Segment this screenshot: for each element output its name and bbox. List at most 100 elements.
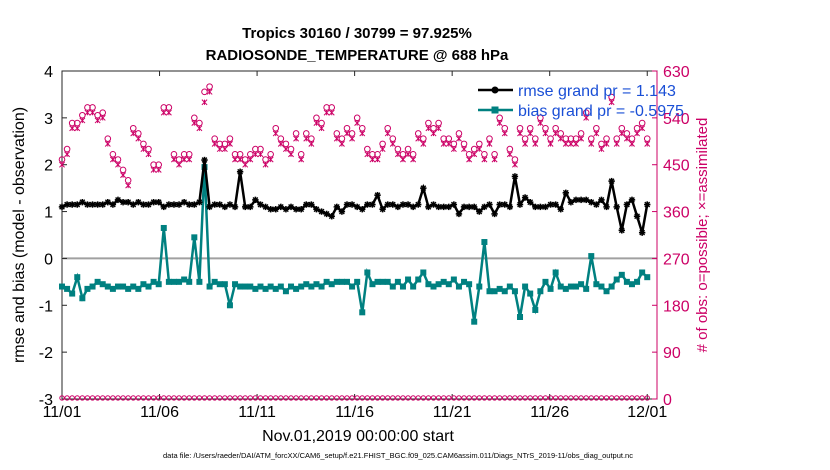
rmse-point-stroke xyxy=(186,201,193,208)
rmse-point-stroke xyxy=(160,203,167,210)
obs-possible-point xyxy=(201,88,208,96)
bias-point xyxy=(145,283,152,290)
rmse-point-stroke xyxy=(374,192,381,199)
obs-bottom-point xyxy=(385,395,391,401)
x-axis-label: Nov.01,2019 00:00:00 start xyxy=(262,428,454,445)
obs-bottom-point xyxy=(84,395,91,401)
rmse-point xyxy=(180,199,188,206)
rmse-point-stroke xyxy=(379,206,386,213)
obs-bottom-point xyxy=(318,395,325,401)
obs-bottom-point xyxy=(563,395,569,401)
bias-point xyxy=(613,276,620,283)
left-tick-label: 2 xyxy=(44,158,53,175)
rmse-point-stroke xyxy=(257,201,264,208)
rmse-point-stroke xyxy=(588,199,595,206)
rmse-point xyxy=(196,199,203,206)
rmse-point-stroke xyxy=(593,201,600,208)
bias-point xyxy=(237,283,244,290)
obs-bottom-point xyxy=(639,395,645,401)
rmse-point xyxy=(282,206,290,213)
obs-assimilated-point xyxy=(160,109,167,116)
rmse-point xyxy=(308,201,315,208)
bias-point xyxy=(374,278,381,285)
rmse-point-stroke xyxy=(415,201,422,208)
obs-assimilated-point xyxy=(277,140,284,147)
obs-assimilated-point xyxy=(267,156,274,163)
obs-bottom-point xyxy=(273,395,279,401)
bias-point xyxy=(94,278,101,285)
rmse-point-stroke xyxy=(603,203,610,210)
obs-bottom-point xyxy=(74,395,80,401)
bias-point xyxy=(430,283,437,290)
rmse-point-stroke xyxy=(440,203,447,210)
rmse-point-stroke xyxy=(501,201,508,208)
rmse-point xyxy=(175,201,183,208)
bias-point xyxy=(160,224,167,231)
obs-assimilated-point xyxy=(420,140,427,147)
rmse-point-stroke xyxy=(206,203,213,210)
rmse-point xyxy=(598,196,605,204)
obs-bottom-point xyxy=(395,395,401,401)
rmse-point xyxy=(638,229,646,236)
bias-point xyxy=(130,283,137,290)
obs-assimilated-point xyxy=(349,135,356,142)
obs-assimilated-point xyxy=(186,156,193,163)
bias-point xyxy=(644,274,651,281)
rmse-point-stroke xyxy=(150,199,157,206)
obs-bottom-point xyxy=(130,395,136,401)
obs-bottom-point xyxy=(522,395,528,401)
rmse-point-stroke xyxy=(232,203,238,210)
rmse-point-stroke xyxy=(99,201,106,208)
obs-assimilated-point xyxy=(583,114,590,121)
rmse-point-stroke xyxy=(104,199,111,206)
rmse-point-stroke xyxy=(176,201,182,208)
obs-assimilated-point xyxy=(435,125,442,132)
rmse-point-stroke xyxy=(568,199,574,206)
bias-point xyxy=(308,283,315,290)
obs-bottom-point xyxy=(603,395,610,401)
rmse-point-stroke xyxy=(171,201,177,208)
obs-bottom-point xyxy=(79,395,86,401)
rmse-point-stroke xyxy=(196,199,203,206)
obs-bottom-point xyxy=(201,395,208,401)
obs-bottom-point xyxy=(166,395,172,401)
obs-bottom-point xyxy=(161,395,167,401)
obs-assimilated-point xyxy=(598,146,605,153)
rmse-point-stroke xyxy=(634,213,640,220)
obs-assimilated-point xyxy=(430,130,437,137)
rmse-point xyxy=(613,203,620,211)
bias-point xyxy=(303,281,310,288)
obs-bottom-point xyxy=(624,395,630,401)
bias-point xyxy=(354,278,361,285)
obs-bottom-point xyxy=(334,395,340,401)
obs-bottom-point xyxy=(94,395,101,401)
rmse-point xyxy=(155,199,162,206)
obs-assimilated-point xyxy=(64,151,71,158)
bias-point xyxy=(272,285,279,292)
series-layer xyxy=(58,83,651,401)
obs-bottom-point xyxy=(390,395,396,401)
legend-bias-marker xyxy=(491,106,499,114)
rmse-point xyxy=(379,206,386,213)
bias-point xyxy=(257,283,264,290)
rmse-point-stroke xyxy=(69,201,76,208)
rmse-point xyxy=(374,191,381,199)
chart-title-line2: RADIOSONDE_TEMPERATURE @ 688 hPa xyxy=(206,47,509,64)
rmse-point-stroke xyxy=(145,201,152,208)
rmse-point-stroke xyxy=(109,201,116,208)
rmse-point xyxy=(588,199,595,206)
obs-bottom-point xyxy=(298,395,304,401)
bias-point xyxy=(343,278,350,285)
obs-bottom-point xyxy=(262,395,269,401)
rmse-point-stroke xyxy=(517,201,523,208)
obs-assimilated-point xyxy=(501,130,508,137)
obs-bottom-point xyxy=(476,395,483,401)
obs-bottom-point xyxy=(527,395,533,401)
obs-assimilated-point xyxy=(99,114,106,121)
obs-assimilated-point xyxy=(109,156,116,163)
bias-point xyxy=(165,278,172,285)
rmse-point-stroke xyxy=(450,201,457,208)
obs-assimilated-point xyxy=(242,161,249,168)
bias-point xyxy=(588,253,595,260)
obs-assimilated-point xyxy=(165,109,172,116)
